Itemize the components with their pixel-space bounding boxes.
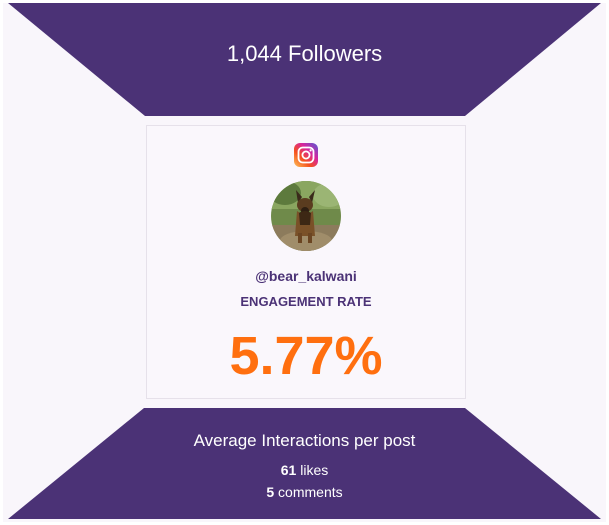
username: @bear_kalwani <box>255 268 357 284</box>
followers-count: 1,044 Followers <box>226 41 383 66</box>
avatar <box>271 181 341 251</box>
average-interactions: Average Interactions per post 61 likes 5… <box>3 431 606 503</box>
comments-stat: 5 comments <box>3 481 606 503</box>
comments-label: comments <box>278 484 343 500</box>
dog-photo-icon <box>271 181 341 251</box>
top-banner-shape <box>8 3 601 116</box>
instagram-icon <box>294 143 318 167</box>
profile-card: @bear_kalwani ENGAGEMENT RATE 5.77% <box>146 125 466 399</box>
likes-label: likes <box>300 462 329 478</box>
engagement-rate-value: 5.77% <box>229 326 383 386</box>
comments-value: 5 <box>266 484 275 500</box>
average-interactions-title: Average Interactions per post <box>193 431 416 450</box>
engagement-rate-label: ENGAGEMENT RATE <box>240 294 372 309</box>
background-shapes <box>8 3 601 519</box>
likes-stat: 61 likes <box>3 459 606 481</box>
bottom-banner-shape <box>8 408 601 519</box>
engagement-report: 1,044 Followers <box>3 3 606 522</box>
likes-value: 61 <box>280 462 297 478</box>
